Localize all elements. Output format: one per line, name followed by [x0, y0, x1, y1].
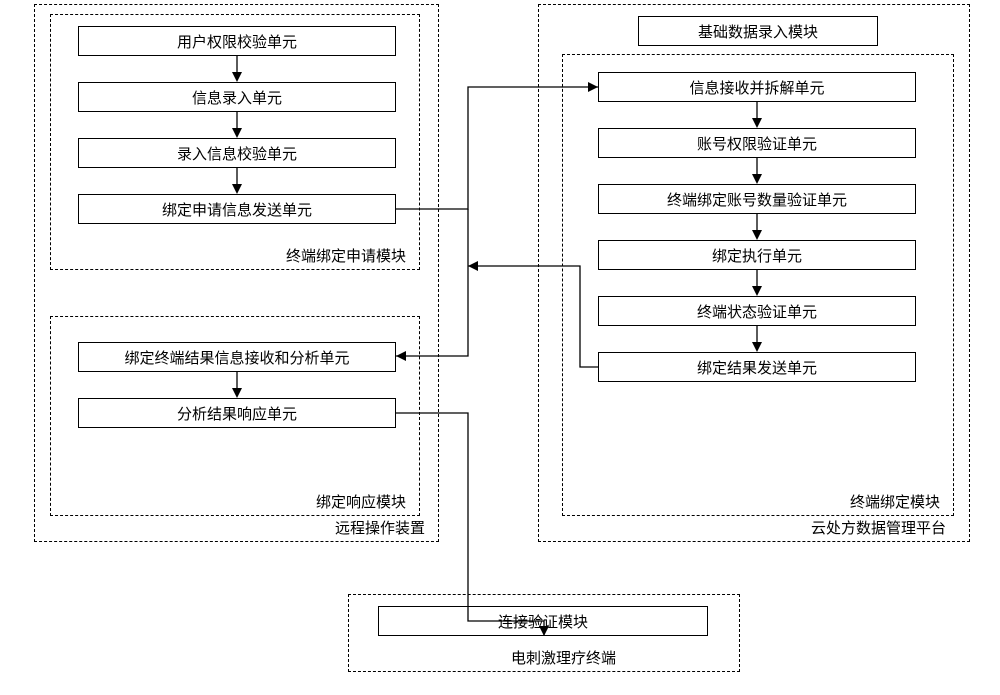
unit-user-auth: 用户权限校验单元 — [78, 26, 396, 56]
unit-account-auth: 账号权限验证单元 — [598, 128, 916, 158]
unit-input-verify: 录入信息校验单元 — [78, 138, 396, 168]
bind-response-label: 绑定响应模块 — [313, 491, 409, 512]
unit-bind-result-recv: 绑定终端结果信息接收和分析单元 — [78, 342, 396, 372]
unit-bind-result-send: 绑定结果发送单元 — [598, 352, 916, 382]
remote-device-label: 远程操作装置 — [332, 517, 428, 538]
unit-bind-execute: 绑定执行单元 — [598, 240, 916, 270]
terminal-bind-label: 终端绑定模块 — [847, 491, 943, 512]
terminal-bind-module: 终端绑定模块 — [562, 54, 954, 516]
unit-analysis-response: 分析结果响应单元 — [78, 398, 396, 428]
unit-bind-req-send: 绑定申请信息发送单元 — [78, 194, 396, 224]
unit-info-input: 信息录入单元 — [78, 82, 396, 112]
unit-terminal-state-verify: 终端状态验证单元 — [598, 296, 916, 326]
bind-request-label: 终端绑定申请模块 — [283, 245, 409, 266]
unit-bind-count-verify: 终端绑定账号数量验证单元 — [598, 184, 916, 214]
unit-info-recv-parse: 信息接收并拆解单元 — [598, 72, 916, 102]
unit-base-data-input: 基础数据录入模块 — [638, 16, 878, 46]
unit-connection-verify: 连接验证模块 — [378, 606, 708, 636]
stim-terminal-label: 电刺激理疗终端 — [508, 647, 619, 668]
cloud-platform-label: 云处方数据管理平台 — [808, 517, 949, 538]
